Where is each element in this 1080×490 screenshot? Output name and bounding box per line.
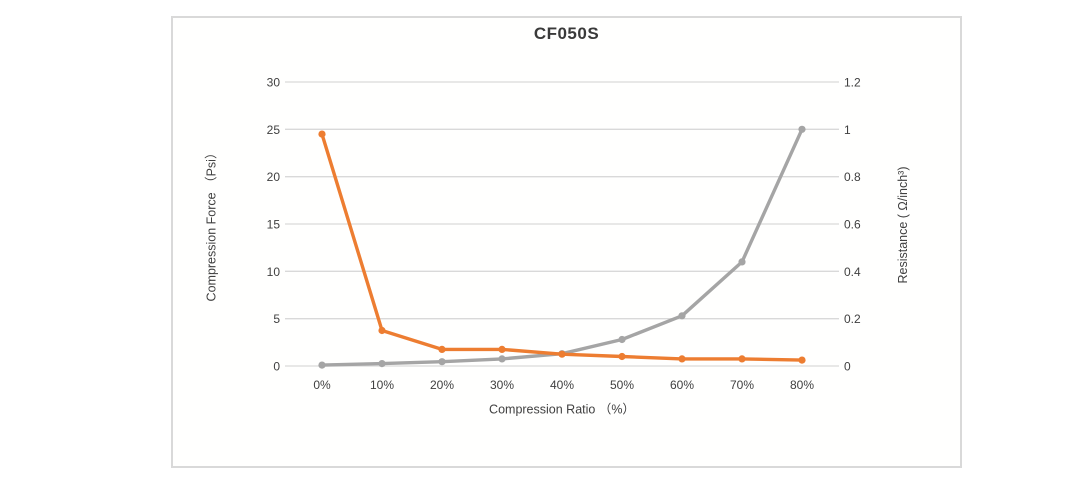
data-point-compression-force [738,258,746,266]
series-line-resistance [320,132,804,362]
data-point-resistance [438,345,446,353]
x-axis-tick: 20% [430,378,454,392]
x-axis-tick: 50% [610,378,634,392]
data-point-resistance [558,350,566,358]
y-axis-tick-left: 10 [267,265,281,279]
data-point-compression-force [438,358,446,366]
x-axis-tick: 70% [730,378,754,392]
data-point-resistance [798,356,806,364]
y-axis-tick-right: 1.2 [844,76,861,90]
data-point-compression-force [618,335,626,344]
y-axis-tick-left: 25 [267,123,281,137]
chart-container: CF050S Compression Force （Psi） Resistanc… [171,16,962,468]
x-axis-title: Compression Ratio （%） [489,402,635,417]
data-point-resistance [618,352,626,361]
x-axis-tick: 30% [490,378,514,392]
y-axis-tick-right: 0.2 [844,312,861,326]
y-axis-tick-right: 0.8 [844,170,861,184]
y-axis-tick-left: 0 [273,360,280,374]
y-axis-tick-left: 5 [273,312,280,326]
y-axis-tick-left: 20 [267,170,281,184]
data-point-compression-force [378,360,386,368]
x-axis-tick: 40% [550,378,574,392]
y-axis-tick-right: 0 [844,360,851,374]
x-axis-tick: 10% [370,378,394,392]
plot-area: 0 0 5 0.2 10 0.4 15 0.6 20 0.8 25 1 30 1.2 0% 10% 20% 30%… [267,76,861,393]
y-axis-tick-left: 30 [267,76,281,90]
data-point-resistance [378,326,386,335]
chart-title: CF050S [533,24,600,43]
y-axis-tick-left: 15 [267,218,281,232]
x-axis-tick: 60% [670,378,694,392]
data-point-resistance [318,130,326,138]
y-axis-tick-right: 0.4 [844,265,861,279]
data-point-resistance [678,355,686,363]
data-point-compression-force [798,125,806,133]
x-axis-tick: 80% [790,378,814,392]
y-axis-tick-right: 0.6 [844,218,861,232]
data-point-compression-force [318,361,326,369]
series-line-compression-force [320,127,804,367]
data-point-resistance [498,345,506,353]
x-axis-tick: 0% [313,378,331,392]
data-point-compression-force [678,312,686,320]
y-axis-tick-right: 1 [844,123,851,137]
data-point-compression-force [498,355,506,363]
data-point-resistance [738,355,746,363]
